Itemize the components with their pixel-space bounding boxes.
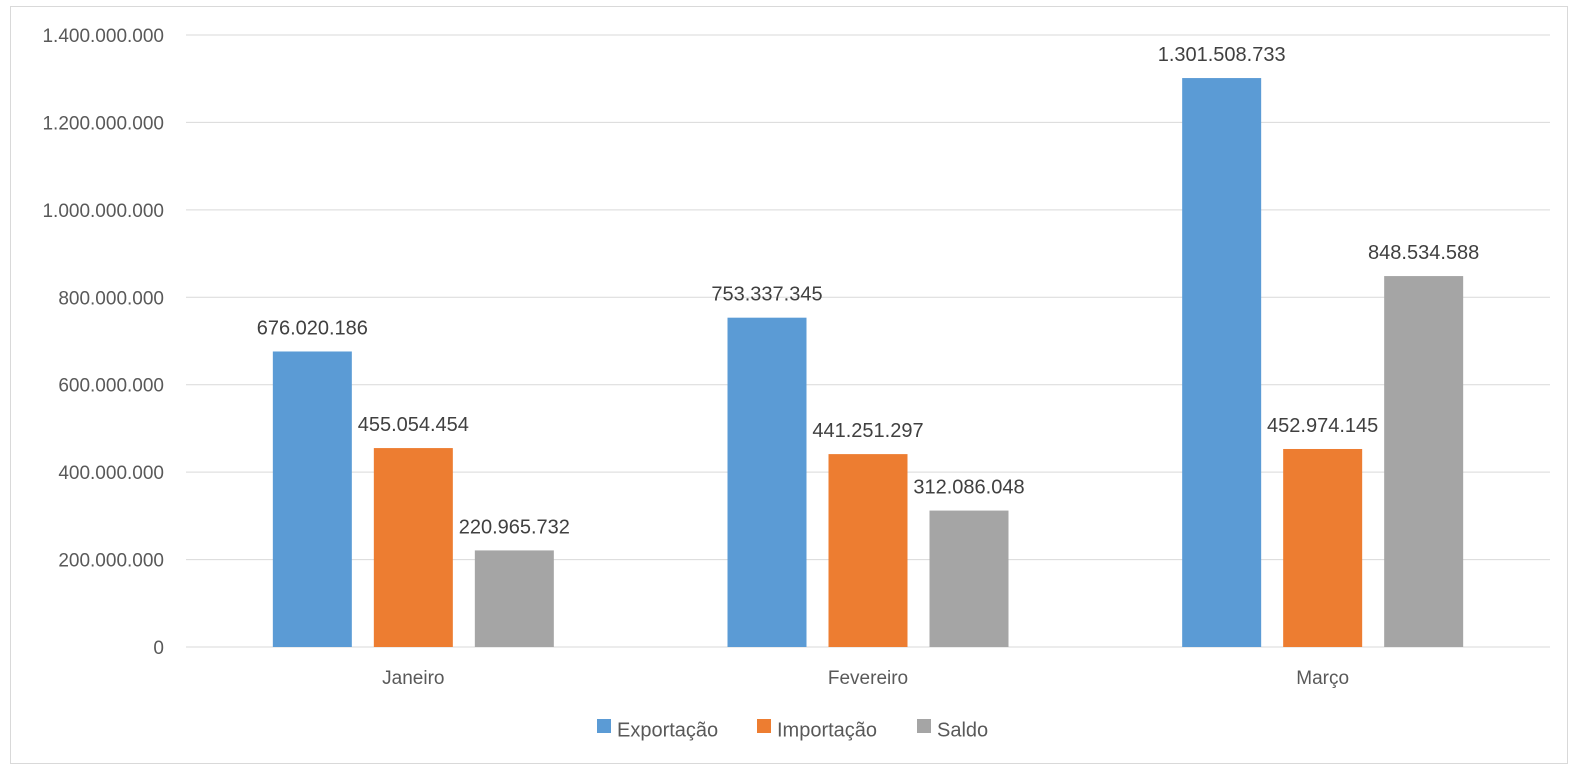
bar-importação bbox=[1283, 448, 1363, 647]
y-tick-label: 1.400.000.000 bbox=[42, 26, 164, 47]
data-label: 848.534.588 bbox=[1368, 242, 1479, 264]
x-tick-label: Março bbox=[1296, 668, 1349, 689]
bar-exportação bbox=[1182, 78, 1262, 648]
bar-importação bbox=[373, 448, 453, 647]
data-label: 676.020.186 bbox=[257, 317, 368, 339]
x-tick-label: Janeiro bbox=[382, 668, 444, 689]
y-tick-label: 1.200.000.000 bbox=[42, 113, 164, 134]
legend-swatch bbox=[757, 719, 771, 733]
bar-exportação bbox=[727, 317, 807, 647]
data-label: 455.054.454 bbox=[358, 414, 469, 436]
data-label: 452.974.145 bbox=[1267, 415, 1378, 437]
legend-swatch bbox=[917, 719, 931, 733]
bar-exportação bbox=[272, 351, 352, 647]
y-tick-label: 1.000.000.000 bbox=[42, 201, 164, 222]
bar-saldo bbox=[929, 510, 1009, 647]
data-label: 753.337.345 bbox=[711, 284, 822, 306]
data-label: 312.086.048 bbox=[913, 477, 1024, 499]
legend-label: Saldo bbox=[937, 719, 988, 741]
x-tick-label: Fevereiro bbox=[828, 668, 908, 689]
y-tick-label: 600.000.000 bbox=[58, 376, 164, 397]
y-tick-label: 400.000.000 bbox=[58, 463, 164, 484]
data-label: 441.251.297 bbox=[812, 420, 923, 442]
data-label: 1.301.508.733 bbox=[1158, 44, 1286, 66]
legend-swatch bbox=[597, 719, 611, 733]
bar-importação bbox=[828, 454, 908, 647]
y-tick-label: 800.000.000 bbox=[58, 288, 164, 309]
y-tick-label: 0 bbox=[153, 638, 164, 659]
y-tick-label: 200.000.000 bbox=[58, 551, 164, 572]
legend-label: Exportação bbox=[617, 719, 718, 741]
bar-saldo bbox=[474, 550, 554, 647]
data-label: 220.965.732 bbox=[459, 516, 570, 538]
bar-saldo bbox=[1384, 276, 1464, 647]
legend-label: Importação bbox=[777, 719, 877, 741]
